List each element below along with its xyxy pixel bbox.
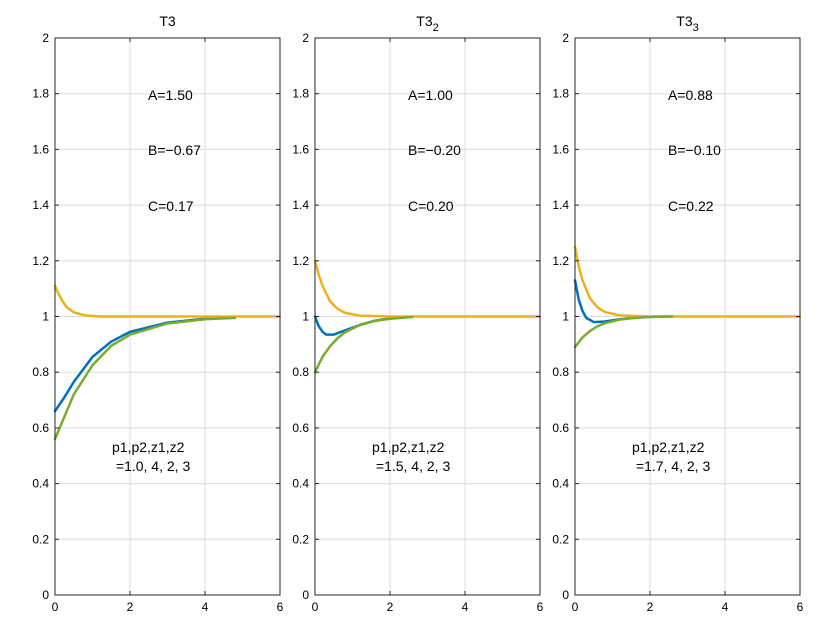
- annotation-params-values: =1.5, 4, 2, 3: [372, 458, 450, 474]
- y-tick-label: 0.4: [552, 477, 569, 491]
- chart-title: T32: [416, 13, 438, 34]
- y-tick-label: 0: [302, 588, 309, 602]
- x-tick-label: 0: [572, 600, 579, 614]
- y-tick-label: 1.4: [292, 198, 309, 212]
- annotation-params-label: p1,p2,z1,z2: [372, 439, 445, 455]
- y-tick-label: 0: [42, 588, 49, 602]
- series-line-orange: [313, 259, 542, 318]
- annotation-c: C=0.17: [148, 198, 194, 214]
- y-tick-label: 0: [562, 588, 569, 602]
- axes-panel-3: 0 2 4 6 0 0.2 0.4 0.6 0.8 1 1.2 1.4 1.6 1.8 2 T33 A=0.88…: [552, 13, 803, 614]
- series-line-green: [53, 316, 237, 441]
- x-tick-label: 0: [312, 600, 319, 614]
- x-tick-label: 4: [462, 600, 469, 614]
- y-tick-label: 2: [42, 31, 49, 45]
- y-tick-label: 0.6: [32, 421, 49, 435]
- annotation-c: C=0.20: [408, 198, 454, 214]
- annotation-b: B=−0.67: [148, 142, 201, 158]
- y-tick-label: 0.2: [32, 532, 49, 546]
- series-line-green: [573, 315, 674, 349]
- y-tick-label: 1: [302, 310, 309, 324]
- x-tick-label: 4: [202, 600, 209, 614]
- annotation-b: B=−0.10: [668, 142, 721, 158]
- chart-title-main: T3: [159, 13, 176, 29]
- chart-title-main: T3: [416, 13, 433, 29]
- y-tick-label: 1.2: [32, 254, 49, 268]
- y-tick-label: 1.6: [292, 142, 309, 156]
- x-tick-label: 6: [537, 600, 544, 614]
- y-tick-label: 0.6: [552, 421, 569, 435]
- x-tick-label: 0: [52, 600, 59, 614]
- y-tick-label: 1.4: [32, 198, 49, 212]
- annotation-params-label: p1,p2,z1,z2: [632, 439, 705, 455]
- x-tick-label: 2: [647, 600, 654, 614]
- annotation-params-values: =1.0, 4, 2, 3: [112, 458, 190, 474]
- x-tick-label: 4: [722, 600, 729, 614]
- series-line-green: [313, 315, 414, 374]
- chart-title: T3: [159, 13, 176, 29]
- x-tick-label: 2: [387, 600, 394, 614]
- y-tick-label: 0.8: [552, 365, 569, 379]
- y-tick-label: 0.2: [552, 532, 569, 546]
- annotation-a: A=1.00: [408, 87, 453, 103]
- y-tick-label: 0.4: [32, 477, 49, 491]
- y-tick-label: 1.4: [552, 198, 569, 212]
- series-line-orange: [53, 284, 282, 318]
- y-tick-label: 1.6: [32, 142, 49, 156]
- y-tick-label: 2: [302, 31, 309, 45]
- chart-title-subscript: 3: [693, 22, 699, 34]
- y-tick-label: 0.8: [292, 365, 309, 379]
- x-tick-label: 2: [127, 600, 134, 614]
- y-tick-label: 0.4: [292, 477, 309, 491]
- chart-title-main: T3: [676, 13, 693, 29]
- chart-title: T33: [676, 13, 698, 34]
- y-tick-label: 1.8: [32, 87, 49, 101]
- series-line-orange: [573, 245, 802, 318]
- chart-title-subscript: 2: [433, 22, 439, 34]
- annotation-c: C=0.22: [668, 198, 714, 214]
- annotation-a: A=0.88: [668, 87, 713, 103]
- annotation-params-values: =1.7, 4, 2, 3: [632, 458, 710, 474]
- y-tick-label: 1.8: [292, 87, 309, 101]
- y-tick-label: 2: [562, 31, 569, 45]
- annotation-params-label: p1,p2,z1,z2: [112, 439, 185, 455]
- y-tick-label: 1: [42, 310, 49, 324]
- y-tick-label: 1.8: [552, 87, 569, 101]
- y-tick-label: 0.2: [292, 532, 309, 546]
- y-tick-label: 1.2: [552, 254, 569, 268]
- y-tick-label: 1.6: [552, 142, 569, 156]
- x-tick-label: 6: [277, 600, 284, 614]
- annotation-b: B=−0.20: [408, 142, 461, 158]
- y-tick-label: 0.6: [292, 421, 309, 435]
- annotation-a: A=1.50: [148, 87, 193, 103]
- y-tick-label: 0.8: [32, 365, 49, 379]
- axes-panel-2: 0 2 4 600.20.40.60.811.21.41.61.82T32A=1.00…: [292, 13, 543, 614]
- x-tick-label: 6: [797, 600, 804, 614]
- y-tick-label: 1: [562, 310, 569, 324]
- y-tick-label: 1.2: [292, 254, 309, 268]
- axes-panel-1: 0 2 4 6 0 0.2 0.4 0.6 0.8 1 1.2 1.4 1.6 1.8 2 T3 A=1.50 B…: [32, 13, 283, 614]
